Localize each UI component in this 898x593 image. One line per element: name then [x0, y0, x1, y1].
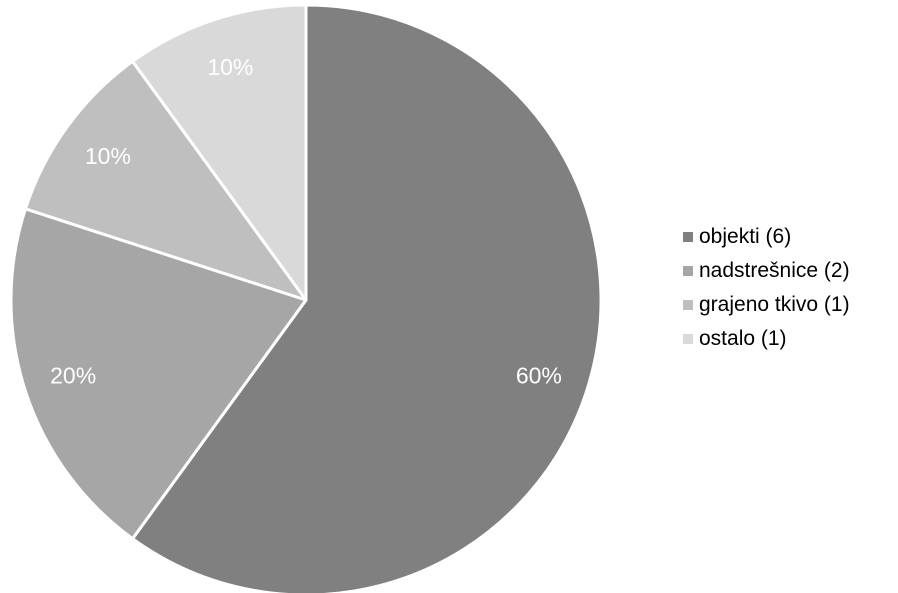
- legend-item-1: objekti (6): [683, 220, 850, 254]
- pie-slice-3: [23, 59, 308, 302]
- legend-swatch-2: [683, 266, 693, 276]
- pie-percent-label-3: 10%: [85, 143, 131, 169]
- legend-swatch-4: [683, 334, 693, 344]
- pie-slice-2: [9, 207, 308, 541]
- pie-slice-4: [131, 3, 308, 302]
- legend-label-1: objekti (6): [699, 225, 792, 248]
- pie-slice-1: [131, 3, 603, 593]
- pie-percent-label-4: 10%: [207, 54, 253, 80]
- legend-label-4: ostalo (1): [699, 327, 787, 350]
- pie-percent-label-1: 60%: [516, 363, 562, 389]
- legend-item-4: ostalo (1): [683, 322, 850, 356]
- legend-label-2: nadstrešnice (2): [699, 259, 850, 282]
- legend-item-2: nadstrešnice (2): [683, 254, 850, 288]
- pie-percent-labels: 60% 20% 10% 10%: [50, 54, 562, 389]
- legend-label-3: grajeno tkivo (1): [699, 293, 850, 316]
- pie-percent-label-2: 20%: [50, 363, 96, 389]
- legend-item-3: grajeno tkivo (1): [683, 288, 850, 322]
- legend-swatch-1: [683, 232, 693, 242]
- legend-swatch-3: [683, 300, 693, 310]
- pie-slices: [9, 3, 603, 593]
- legend: objekti (6) nadstrešnice (2) grajeno tkivo…: [683, 220, 850, 356]
